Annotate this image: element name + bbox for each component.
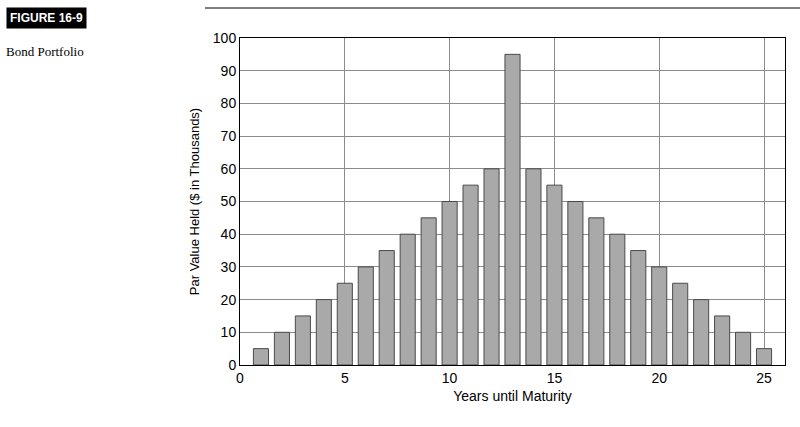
svg-text:15: 15 (547, 370, 563, 386)
svg-text:Par Value Held ($ in Thousands: Par Value Held ($ in Thousands) (187, 108, 202, 295)
svg-text:0: 0 (228, 357, 236, 373)
svg-text:40: 40 (221, 226, 237, 242)
svg-text:Years until Maturity: Years until Maturity (453, 388, 572, 404)
svg-text:90: 90 (221, 63, 237, 79)
svg-text:Bond Portfolio: Bond Portfolio (6, 44, 84, 59)
svg-text:25: 25 (756, 370, 772, 386)
svg-text:FIGURE 16-9: FIGURE 16-9 (10, 11, 83, 25)
svg-text:10: 10 (221, 324, 237, 340)
svg-text:0: 0 (236, 370, 244, 386)
svg-text:20: 20 (221, 292, 237, 308)
svg-text:30: 30 (221, 259, 237, 275)
svg-text:80: 80 (221, 95, 237, 111)
svg-text:50: 50 (221, 193, 237, 209)
svg-text:20: 20 (651, 370, 667, 386)
svg-text:60: 60 (221, 161, 237, 177)
svg-text:10: 10 (442, 370, 458, 386)
svg-text:70: 70 (221, 128, 237, 144)
svg-text:100: 100 (213, 30, 237, 46)
svg-text:5: 5 (341, 370, 349, 386)
